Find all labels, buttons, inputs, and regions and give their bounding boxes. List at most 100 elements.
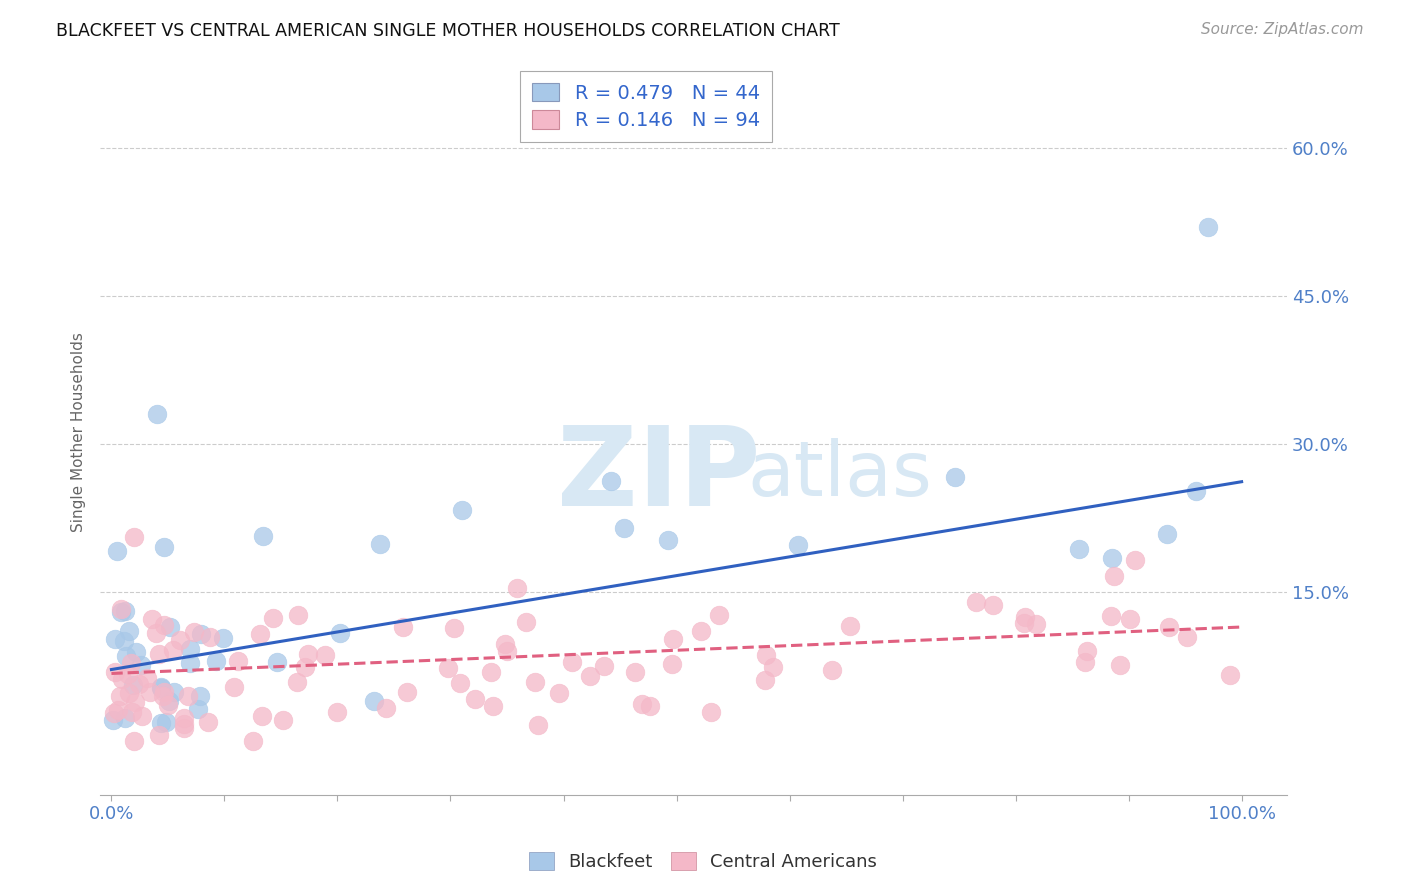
Point: [965, 595, 987, 609]
Legend: R = 0.479   N = 44, R = 0.146   N = 94: R = 0.479 N = 44, R = 0.146 N = 94: [520, 71, 772, 142]
Point: [943, 470, 966, 484]
Point: [1025, 616, 1047, 631]
Point: [124, 530, 146, 544]
Point: [294, 659, 316, 673]
Point: [1074, 655, 1097, 669]
Point: [173, 710, 195, 724]
Point: [661, 657, 683, 672]
Point: [121, 706, 143, 720]
Point: [613, 521, 636, 535]
Point: [1156, 527, 1178, 541]
Point: [1101, 550, 1123, 565]
Point: [125, 645, 148, 659]
Point: [111, 672, 134, 686]
Point: [368, 537, 391, 551]
Point: [150, 715, 173, 730]
Point: [1076, 644, 1098, 658]
Point: [148, 728, 170, 742]
Point: [657, 533, 679, 547]
Point: [224, 680, 246, 694]
Point: [314, 648, 336, 663]
Point: [1175, 630, 1198, 644]
Point: [754, 673, 776, 687]
Point: [839, 618, 862, 632]
Point: [156, 698, 179, 712]
Point: [252, 529, 274, 543]
Point: [169, 633, 191, 648]
Point: [152, 689, 174, 703]
Point: [122, 733, 145, 747]
Point: [103, 706, 125, 720]
Point: [110, 605, 132, 619]
Point: [187, 702, 209, 716]
Point: [548, 686, 571, 700]
Point: [249, 626, 271, 640]
Point: [262, 611, 284, 625]
Point: [1123, 552, 1146, 566]
Point: [179, 641, 201, 656]
Point: [124, 695, 146, 709]
Point: [141, 612, 163, 626]
Point: [120, 656, 142, 670]
Point: [1197, 219, 1219, 234]
Text: ZIP: ZIP: [557, 422, 761, 529]
Point: [145, 626, 167, 640]
Point: [159, 619, 181, 633]
Point: [494, 637, 516, 651]
Point: [700, 705, 723, 719]
Point: [122, 678, 145, 692]
Point: [593, 659, 616, 673]
Point: [482, 699, 505, 714]
Point: [449, 676, 471, 690]
Point: [600, 474, 623, 488]
Point: [152, 685, 174, 699]
Point: [326, 705, 349, 719]
Point: [155, 715, 177, 730]
Point: [145, 408, 167, 422]
Point: [579, 669, 602, 683]
Point: [561, 656, 583, 670]
Point: [205, 654, 228, 668]
Point: [104, 665, 127, 679]
Point: [112, 634, 135, 648]
Point: [149, 681, 172, 695]
Point: [709, 608, 731, 623]
Point: [108, 689, 131, 703]
Point: [105, 544, 128, 558]
Point: [177, 689, 200, 703]
Point: [1159, 620, 1181, 634]
Point: [228, 654, 250, 668]
Point: [374, 700, 396, 714]
Point: [329, 626, 352, 640]
Point: [690, 624, 713, 638]
Point: [163, 685, 186, 699]
Point: [755, 648, 778, 662]
Point: [661, 632, 683, 646]
Point: [464, 691, 486, 706]
Point: [173, 716, 195, 731]
Point: [118, 624, 141, 639]
Point: [162, 643, 184, 657]
Point: [114, 710, 136, 724]
Point: [114, 649, 136, 664]
Point: [1109, 657, 1132, 672]
Legend: Blackfeet, Central Americans: Blackfeet, Central Americans: [522, 846, 884, 879]
Point: [1014, 610, 1036, 624]
Point: [526, 718, 548, 732]
Text: atlas: atlas: [747, 438, 932, 512]
Point: [129, 657, 152, 672]
Point: [242, 733, 264, 747]
Point: [190, 626, 212, 640]
Point: [496, 644, 519, 658]
Point: [157, 694, 180, 708]
Point: [1012, 616, 1035, 631]
Point: [117, 667, 139, 681]
Text: BLACKFEET VS CENTRAL AMERICAN SINGLE MOTHER HOUSEHOLDS CORRELATION CHART: BLACKFEET VS CENTRAL AMERICAN SINGLE MOT…: [56, 22, 839, 40]
Text: Source: ZipAtlas.com: Source: ZipAtlas.com: [1201, 22, 1364, 37]
Point: [250, 709, 273, 723]
Point: [762, 660, 785, 674]
Point: [297, 647, 319, 661]
Point: [153, 541, 176, 555]
Point: [131, 709, 153, 723]
Point: [198, 630, 221, 644]
